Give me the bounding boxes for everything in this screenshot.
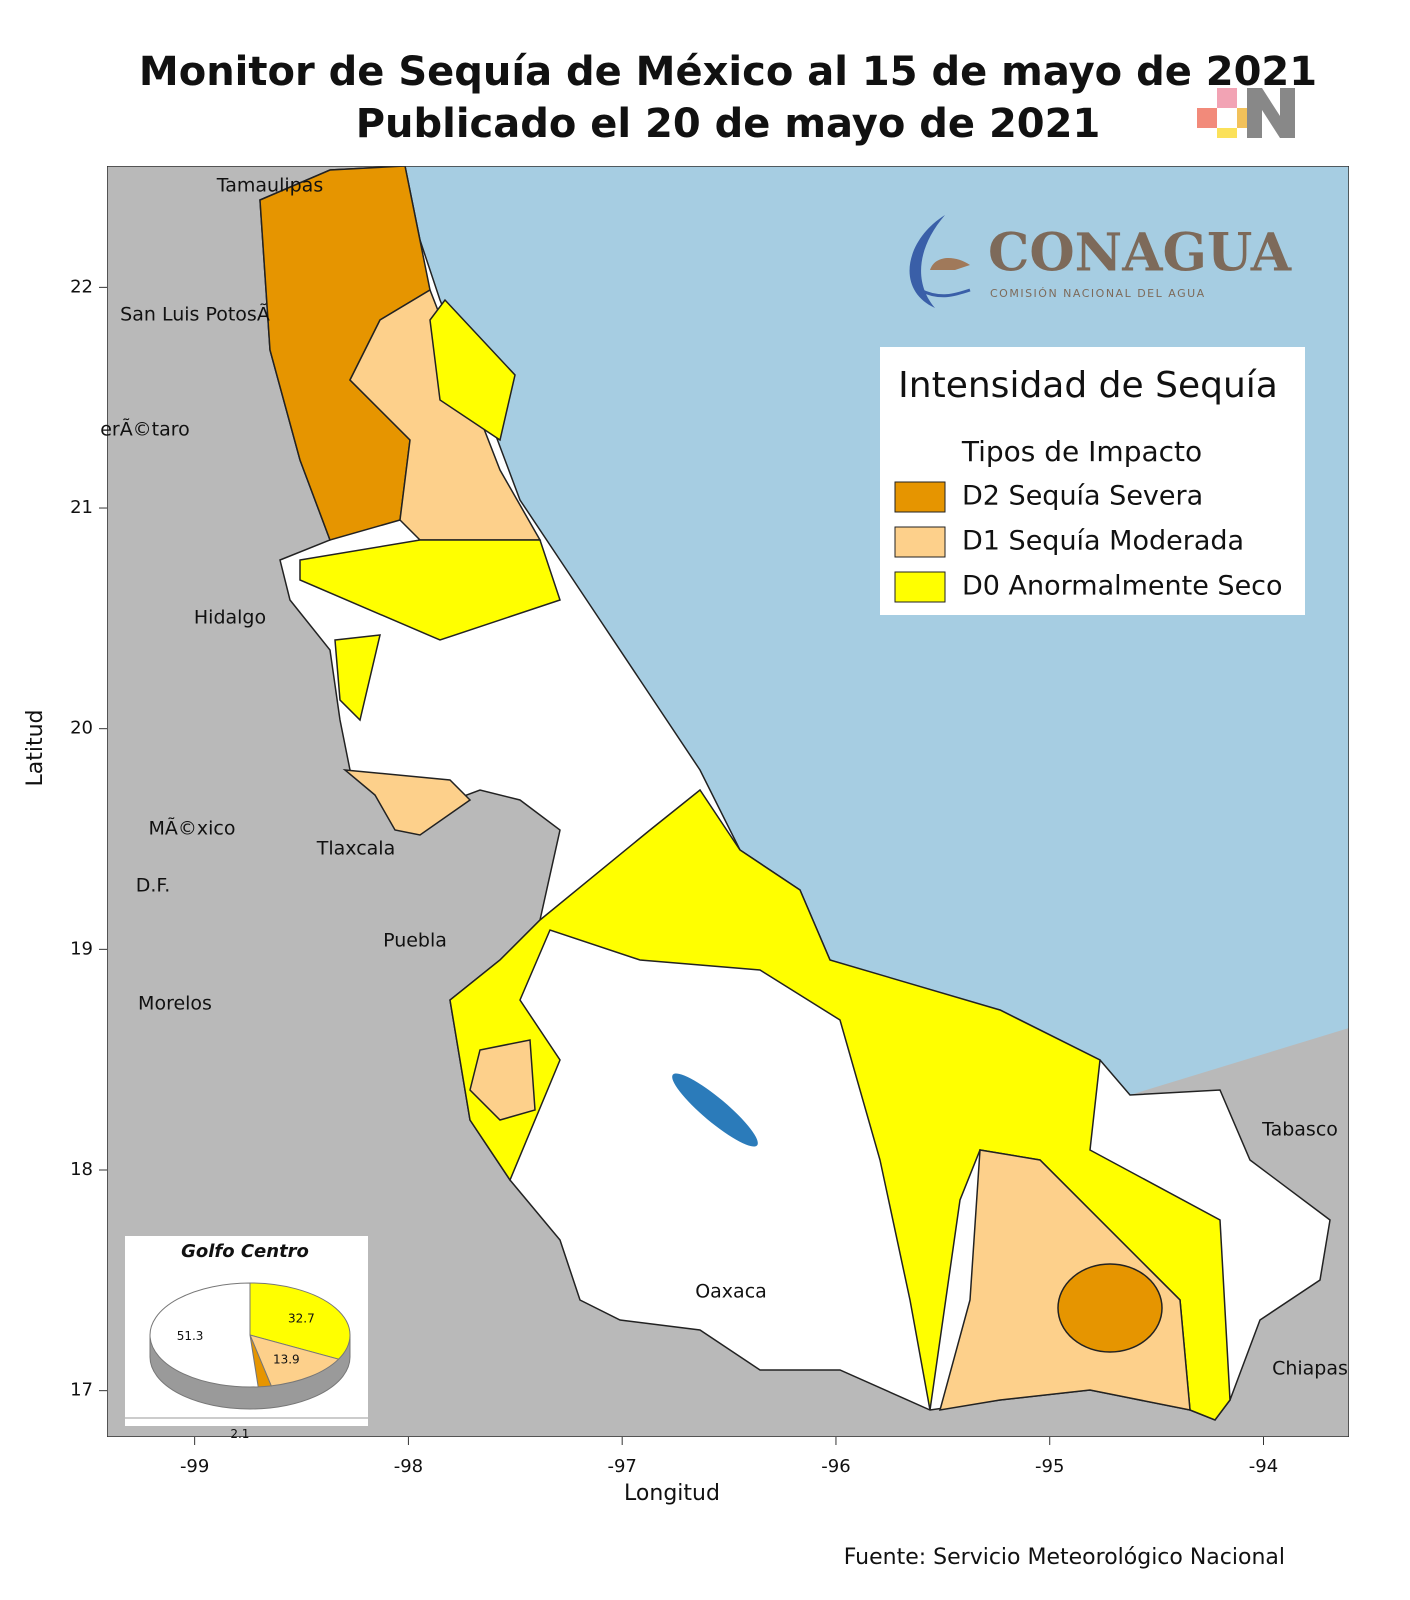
legend-title: Intensidad de Sequía (898, 365, 1278, 406)
place-label: Morelos (138, 993, 212, 1015)
x-tick-label: -94 (1249, 1456, 1278, 1477)
legend-swatch (894, 526, 946, 558)
x-tick-label: -95 (1035, 1456, 1064, 1477)
place-label: Tabasco (1261, 1119, 1338, 1141)
logo-tagline: COMISIÓN NACIONAL DEL AGUA (990, 287, 1206, 300)
pie-label: 13.9 (273, 1352, 300, 1366)
y-tick-label: 21 (70, 497, 93, 518)
pie-label: 32.7 (288, 1311, 315, 1325)
conagua-logo: CONAGUA COMISIÓN NACIONAL DEL AGUA (909, 215, 1292, 308)
place-label: San Luis PotosÃ (120, 303, 270, 326)
x-tick-label: -96 (821, 1456, 850, 1477)
y-tick-label: 18 (70, 1159, 93, 1180)
subtitle: Publicado el 20 de mayo de 2021 (356, 101, 1101, 147)
pie-label: 2.1 (230, 1427, 249, 1441)
pie-slice (149, 1282, 259, 1388)
pie-slice (249, 1334, 340, 1387)
legend-swatch (894, 571, 946, 603)
place-label: D.F. (136, 875, 171, 897)
y-tick-label: 20 (70, 718, 93, 739)
x-tick-label: -98 (394, 1456, 423, 1477)
place-label: Puebla (383, 930, 447, 952)
place-label: erÃ©taro (100, 418, 190, 441)
legend-label: D2 Sequía Severa (962, 481, 1203, 512)
legend-subtitle: Tipos de Impacto (961, 435, 1202, 468)
legend-swatch (894, 481, 946, 513)
source: Fuente: Servicio Meteorológico Nacional (844, 1545, 1285, 1570)
place-label: Chiapas (1272, 1358, 1348, 1380)
legend-label: D0 Anormalmente Seco (962, 571, 1283, 602)
x-tick-label: -97 (607, 1456, 636, 1477)
place-label: MÃ©xico (149, 817, 236, 840)
place-label: Tlaxcala (316, 838, 395, 860)
place-label: Tamaulipas (216, 175, 323, 197)
legend-box (880, 347, 1305, 615)
y-tick-label: 19 (70, 938, 93, 959)
x-tick-label: -99 (180, 1456, 209, 1477)
y-axis-label: Latitud (23, 709, 48, 786)
logo-name: CONAGUA (988, 223, 1292, 284)
pie-slice (249, 1282, 351, 1360)
news-logo (1197, 88, 1295, 138)
place-label: Oaxaca (695, 1281, 767, 1303)
inset-title: Golfo Centro (181, 1241, 309, 1262)
x-axis-label: Longitud (624, 1481, 720, 1506)
title: Monitor de Sequía de México al 15 de may… (139, 49, 1317, 95)
pie-label: 51.3 (177, 1329, 204, 1343)
legend-label: D1 Sequía Moderada (962, 526, 1244, 557)
y-tick-label: 22 (70, 276, 93, 297)
place-label: Hidalgo (194, 607, 266, 629)
y-tick-label: 17 (70, 1380, 93, 1401)
